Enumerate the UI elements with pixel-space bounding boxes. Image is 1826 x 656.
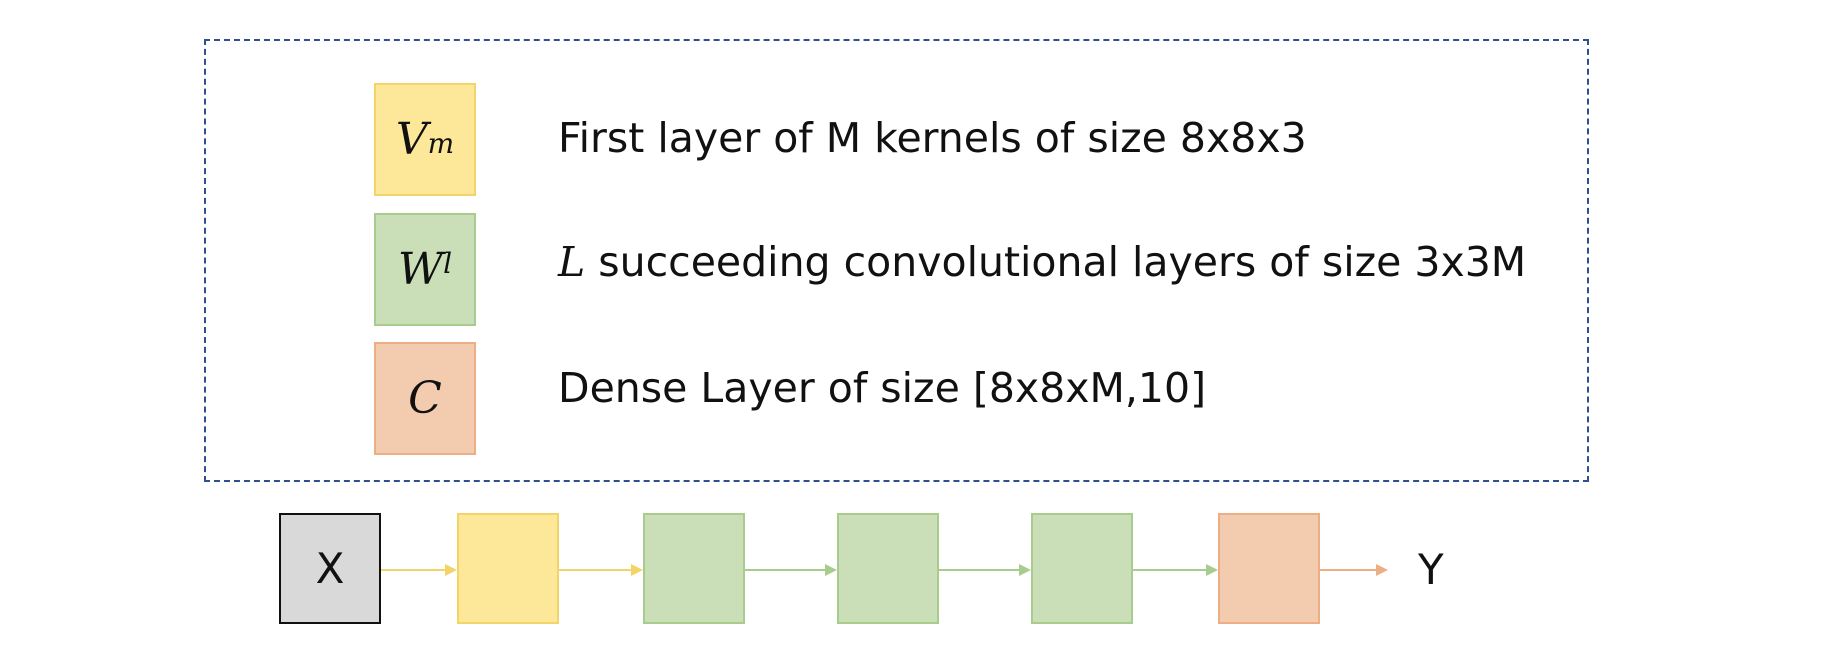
input-label: X [315, 544, 345, 593]
legend-box [204, 39, 1589, 482]
legend-description-dense-layer: Dense Layer of size [8x8xM,10] [558, 364, 1206, 412]
pipeline-node-conv-3 [1031, 513, 1133, 624]
legend-description-first-layer: First layer of M kernels of size 8x8x3 [558, 114, 1307, 162]
legend-description-text: succeeding convolutional layers of size … [585, 238, 1527, 286]
pipeline-node-first-layer [457, 513, 559, 624]
pipeline-node-conv-2 [837, 513, 939, 624]
output-label-y: Y [1418, 545, 1444, 594]
pipeline-node-dense [1218, 513, 1320, 624]
legend-symbol-sup: l [443, 247, 453, 280]
pipeline-node-conv-1 [643, 513, 745, 624]
legend-symbol-main: C [408, 373, 442, 424]
legend-description-math: L [558, 238, 586, 286]
input-node-x: X [279, 513, 381, 624]
legend-description-text: Dense Layer of size [8x8xM,10] [558, 364, 1207, 412]
legend-symbol-main: W [397, 244, 444, 295]
legend-symbol-main: V [395, 114, 428, 165]
legend-description-conv-layers: L succeeding convolutional layers of siz… [558, 238, 1526, 286]
legend-description-text: First layer of M kernels of size 8x8x3 [558, 114, 1307, 162]
legend-symbol-sub: m [427, 127, 455, 160]
legend-swatch-dense-layer: C [374, 342, 476, 455]
